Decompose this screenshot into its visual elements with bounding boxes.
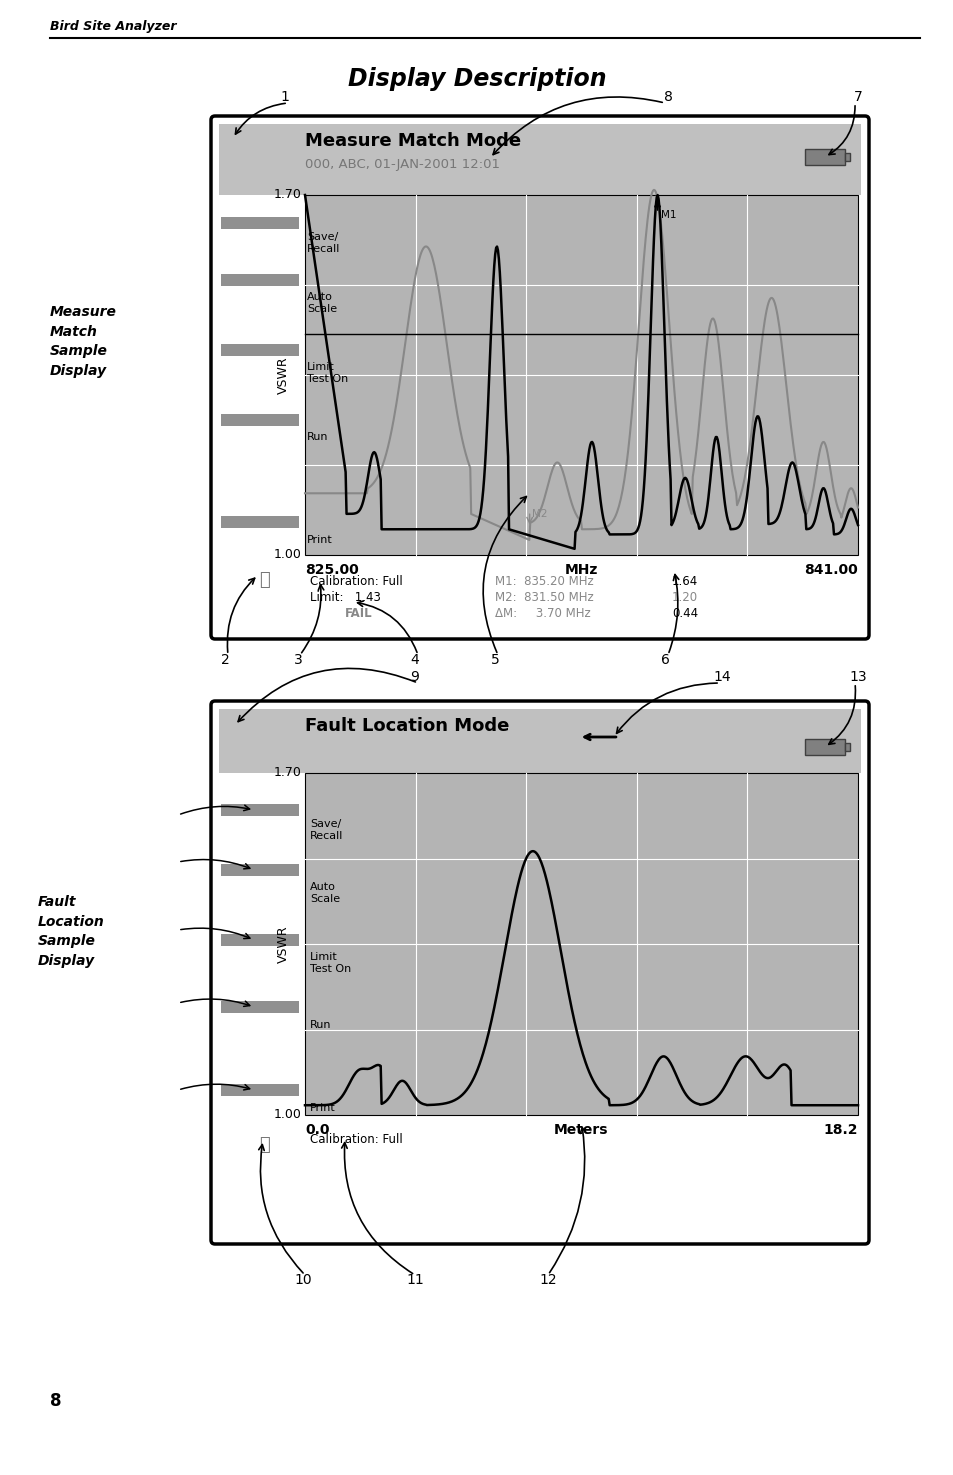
Text: 1: 1 bbox=[280, 90, 289, 105]
Text: ΔM:     3.70 MHz: ΔM: 3.70 MHz bbox=[495, 608, 590, 620]
Text: Run: Run bbox=[310, 1021, 331, 1030]
Text: 11: 11 bbox=[406, 1273, 423, 1288]
Text: 4: 4 bbox=[410, 653, 419, 667]
Text: Measure
Match
Sample
Display: Measure Match Sample Display bbox=[50, 305, 117, 378]
Text: 8: 8 bbox=[663, 90, 672, 105]
Text: 825.00: 825.00 bbox=[305, 563, 358, 577]
Text: FAIL: FAIL bbox=[345, 608, 373, 620]
Text: 1.20: 1.20 bbox=[671, 591, 698, 603]
Text: ⚿: ⚿ bbox=[259, 571, 270, 589]
Bar bbox=[305, 195, 857, 555]
Text: 8: 8 bbox=[50, 1392, 61, 1410]
Text: Print: Print bbox=[310, 1103, 335, 1114]
Text: 13: 13 bbox=[848, 670, 866, 684]
Text: M1:  835.20 MHz: M1: 835.20 MHz bbox=[495, 575, 593, 589]
Text: VSWR: VSWR bbox=[276, 925, 289, 963]
Text: Limit:   1.43: Limit: 1.43 bbox=[310, 591, 380, 603]
Bar bbox=[844, 153, 849, 161]
Text: 1.00: 1.00 bbox=[274, 549, 302, 562]
Text: M2:  831.50 MHz: M2: 831.50 MHz bbox=[495, 591, 593, 603]
Bar bbox=[305, 773, 857, 1115]
Text: Meters: Meters bbox=[554, 1122, 608, 1137]
Text: VSWR: VSWR bbox=[276, 355, 289, 394]
Text: Auto
Scale: Auto Scale bbox=[307, 292, 336, 314]
Text: Save/
Recall: Save/ Recall bbox=[307, 232, 340, 254]
Text: 14: 14 bbox=[713, 670, 730, 684]
Text: 5: 5 bbox=[490, 653, 498, 667]
Text: Limit
Test On: Limit Test On bbox=[307, 361, 348, 384]
FancyBboxPatch shape bbox=[211, 701, 868, 1243]
Text: Calibration: Full: Calibration: Full bbox=[310, 1133, 402, 1146]
Text: 0.44: 0.44 bbox=[671, 608, 698, 620]
Text: 1.70: 1.70 bbox=[274, 767, 302, 779]
Text: 1.64: 1.64 bbox=[671, 575, 698, 589]
Bar bbox=[221, 804, 298, 816]
Text: ⚿: ⚿ bbox=[259, 1136, 270, 1153]
Text: 7: 7 bbox=[853, 90, 862, 105]
Text: Fault Location Mode: Fault Location Mode bbox=[305, 717, 509, 735]
Bar bbox=[221, 1084, 298, 1096]
Text: 18.2: 18.2 bbox=[822, 1122, 857, 1137]
Bar bbox=[221, 1002, 298, 1013]
Bar bbox=[221, 414, 298, 426]
Text: 10: 10 bbox=[294, 1273, 312, 1288]
Text: Fault
Location
Sample
Display: Fault Location Sample Display bbox=[38, 895, 105, 968]
Text: 841.00: 841.00 bbox=[803, 563, 857, 577]
Bar bbox=[844, 743, 849, 751]
Bar bbox=[221, 516, 298, 528]
Text: M2: M2 bbox=[531, 509, 547, 519]
Bar bbox=[221, 344, 298, 355]
Text: Display Description: Display Description bbox=[347, 66, 606, 91]
Text: Bird Site Analyzer: Bird Site Analyzer bbox=[50, 21, 176, 32]
Text: 1.00: 1.00 bbox=[274, 1109, 302, 1121]
Text: Save/
Recall: Save/ Recall bbox=[310, 819, 343, 841]
Bar bbox=[221, 934, 298, 945]
Text: 9: 9 bbox=[410, 670, 419, 684]
Text: 0.0: 0.0 bbox=[305, 1122, 329, 1137]
Bar bbox=[221, 274, 298, 286]
Text: Measure Match Mode: Measure Match Mode bbox=[305, 131, 520, 150]
Text: Auto
Scale: Auto Scale bbox=[310, 882, 340, 904]
Text: Run: Run bbox=[307, 432, 328, 442]
Bar bbox=[219, 124, 861, 195]
Text: 3: 3 bbox=[294, 653, 302, 667]
Text: Calibration: Full: Calibration: Full bbox=[310, 575, 402, 589]
Text: Print: Print bbox=[307, 535, 333, 544]
Text: 1.70: 1.70 bbox=[274, 189, 302, 202]
Text: Limit
Test On: Limit Test On bbox=[310, 951, 351, 974]
FancyBboxPatch shape bbox=[211, 117, 868, 639]
Text: 2: 2 bbox=[220, 653, 229, 667]
Bar bbox=[221, 864, 298, 876]
Text: 12: 12 bbox=[538, 1273, 557, 1288]
Bar bbox=[221, 217, 298, 229]
Bar bbox=[804, 739, 844, 755]
Bar bbox=[219, 709, 861, 773]
Text: 000, ABC, 01-JAN-2001 12:01: 000, ABC, 01-JAN-2001 12:01 bbox=[305, 158, 499, 171]
Text: M1: M1 bbox=[659, 209, 676, 220]
Bar bbox=[804, 149, 844, 165]
Text: 6: 6 bbox=[659, 653, 669, 667]
Text: MHz: MHz bbox=[564, 563, 598, 577]
